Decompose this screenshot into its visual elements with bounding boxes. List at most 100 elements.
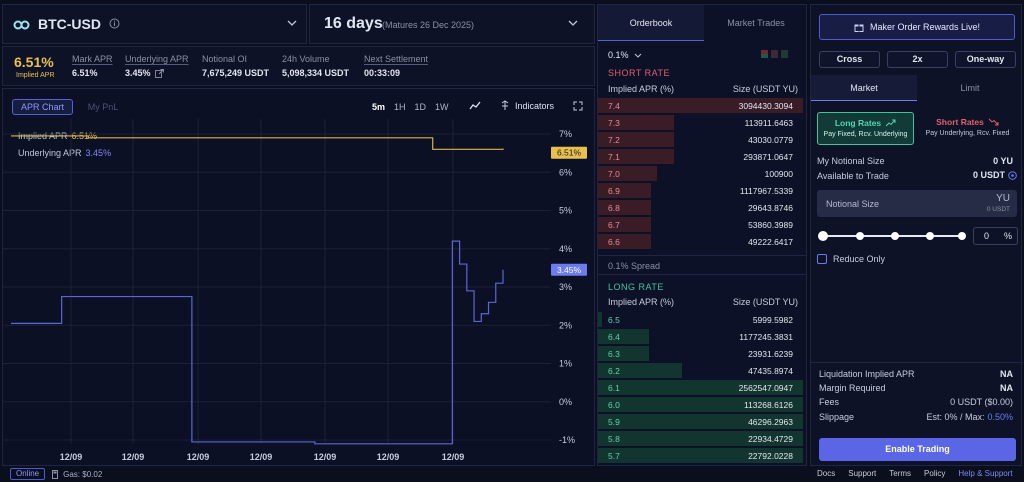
book-layout-icons[interactable] [761,50,788,58]
x-tick-label: 12/09 [442,452,465,462]
notional-size-value: 0 YU [993,156,1013,166]
info-icon[interactable] [109,18,120,29]
ask-row[interactable]: 7.0 100900 [598,165,803,182]
ask-row[interactable]: 6.8 29643.8746 [598,199,803,216]
layout-asks-icon[interactable] [771,50,778,58]
expiry-label: 16 days [324,15,383,32]
bid-row[interactable]: 6.5 5999.5982 [598,311,803,328]
chevron-down-icon[interactable] [287,20,297,27]
line-chart-icon[interactable] [469,101,481,111]
fullscreen-icon[interactable] [573,101,583,111]
expiry-selector[interactable]: 16 days (Matures 26 Dec 2025) [309,4,595,44]
tab-market[interactable]: Market [811,75,917,101]
ask-row[interactable]: 6.7 53860.3989 [598,216,803,233]
ask-row[interactable]: 7.1 293871.0647 [598,148,803,165]
position-mode-button[interactable]: One-way [955,51,1016,68]
depth-bar [598,98,803,113]
market-selector[interactable]: BTC-USD [2,4,307,44]
slider-handle[interactable] [818,231,828,241]
underlying-apr-label[interactable]: Underlying APR [125,54,189,64]
liq-apr-value: NA [1000,369,1013,379]
tab-my-pnl[interactable]: My PnL [87,102,119,112]
bid-row[interactable]: 5.7 22792.0228 [598,447,803,464]
footer-link-support[interactable]: Support [848,469,877,478]
notional-input-placeholder: Notional Size [826,199,880,209]
enable-trading-button[interactable]: Enable Trading [819,438,1016,461]
mark-apr-label[interactable]: Mark APR [72,54,113,64]
slider-stop[interactable] [958,232,966,240]
row-rate: 6.4 [608,331,620,342]
y-tick-label: 0% [559,397,572,407]
indicators-label: Indicators [515,100,555,111]
slider-stop[interactable] [856,232,864,240]
precision-select[interactable]: 0.1% [608,50,642,60]
row-size: 113268.6126 [743,399,793,410]
timeframe-1w[interactable]: 1W [435,102,449,112]
ask-list: 7.4 3094430.3094 7.3 113911.6463 7.2 43030.07… [598,97,806,252]
row-rate: 5.8 [608,433,620,444]
size-slider[interactable] [818,230,966,242]
short-rates-button[interactable]: Short Rates Pay Underlying, Rcv. Fixed [919,112,1016,145]
external-link-icon[interactable] [154,68,164,78]
leverage-button[interactable]: 2x [887,51,948,68]
price-tag [551,146,587,159]
timeframe-selector: 5m 1H 1D 1W [372,102,449,112]
bid-row[interactable]: 5.9 46296.2963 [598,413,803,430]
precision-value: 0.1% [608,50,629,60]
ask-row[interactable]: 7.4 3094430.3094 [598,97,803,114]
tab-market-trades[interactable]: Market Trades [727,18,785,28]
notional-input[interactable]: Notional Size YU 0 USDT [817,190,1017,217]
footer-link-policy[interactable]: Policy [924,469,946,478]
next-settlement-label[interactable]: Next Settlement [364,54,429,64]
rewards-banner[interactable]: Maker Order Rewards Live! [819,14,1015,40]
indicators-button[interactable]: Indicators [500,100,554,111]
ask-row[interactable]: 7.2 43030.0779 [598,131,803,148]
margin-mode-button[interactable]: Cross [819,51,880,68]
x-tick-label: 12/09 [122,452,145,462]
reduce-only-checkbox[interactable] [817,254,827,264]
bid-row[interactable]: 6.3 23931.6239 [598,345,803,362]
ask-row[interactable]: 6.6 49222.6417 [598,233,803,250]
footer-link-docs[interactable]: Docs [817,469,836,478]
price-tag-label: 3.45% [557,265,582,275]
legend-underlying-value: 3.45% [85,148,112,158]
footer-link-terms[interactable]: Terms [889,469,912,478]
slippage-max[interactable]: 0.50% [987,412,1013,422]
bid-row[interactable]: 6.4 1177245.3831 [598,328,803,345]
chevron-down-icon[interactable] [568,20,578,27]
row-size: 5999.5982 [752,314,793,325]
footer-link-help[interactable]: Help & Support [958,469,1013,478]
timeframe-1d[interactable]: 1D [414,102,427,112]
status-badge: Online [10,468,46,480]
bid-row[interactable]: 6.0 113268.6126 [598,396,803,413]
bid-row[interactable]: 5.8 22934.4729 [598,430,803,447]
layout-both-icon[interactable] [761,50,768,58]
tab-orderbook[interactable]: Orderbook [598,5,704,41]
row-rate: 6.6 [608,236,620,247]
chart-panel: APR Chart My PnL 5m 1H 1D 1W Indicators Imp… [2,88,595,466]
tab-limit[interactable]: Limit [960,83,980,93]
row-size: 100900 [764,168,793,179]
ask-row[interactable]: 6.9 1117967.5339 [598,182,803,199]
slider-stop[interactable] [891,232,899,240]
slippage-value: Est: 0% / Max: [926,412,985,422]
long-rates-button[interactable]: Long Rates Pay Fixed, Rcv. Underlying [817,112,914,145]
percent-input[interactable]: 0 % [973,227,1018,245]
volume-label: 24h Volume [282,54,330,64]
bid-row[interactable]: 6.1 2562547.0947 [598,379,803,396]
row-rate: 6.0 [608,399,620,410]
add-funds-icon[interactable] [1008,170,1017,180]
expiry-date: (Matures 26 Dec 2025) [382,20,475,30]
slider-stop[interactable] [926,232,934,240]
slippage-label: Slippage [819,412,855,422]
timeframe-1h[interactable]: 1H [394,102,406,112]
timeframe-5m[interactable]: 5m [372,102,386,112]
mark-apr-value: 6.51% [72,68,98,78]
liq-apr-label: Liquidation Implied APR [819,369,915,379]
gas-icon [52,469,60,479]
ask-row[interactable]: 7.3 113911.6463 [598,114,803,131]
tab-apr-chart[interactable]: APR Chart [12,99,73,115]
reduce-only-toggle[interactable]: Reduce Only [817,254,885,264]
bid-row[interactable]: 6.2 47435.8974 [598,362,803,379]
layout-bids-icon[interactable] [781,50,788,58]
